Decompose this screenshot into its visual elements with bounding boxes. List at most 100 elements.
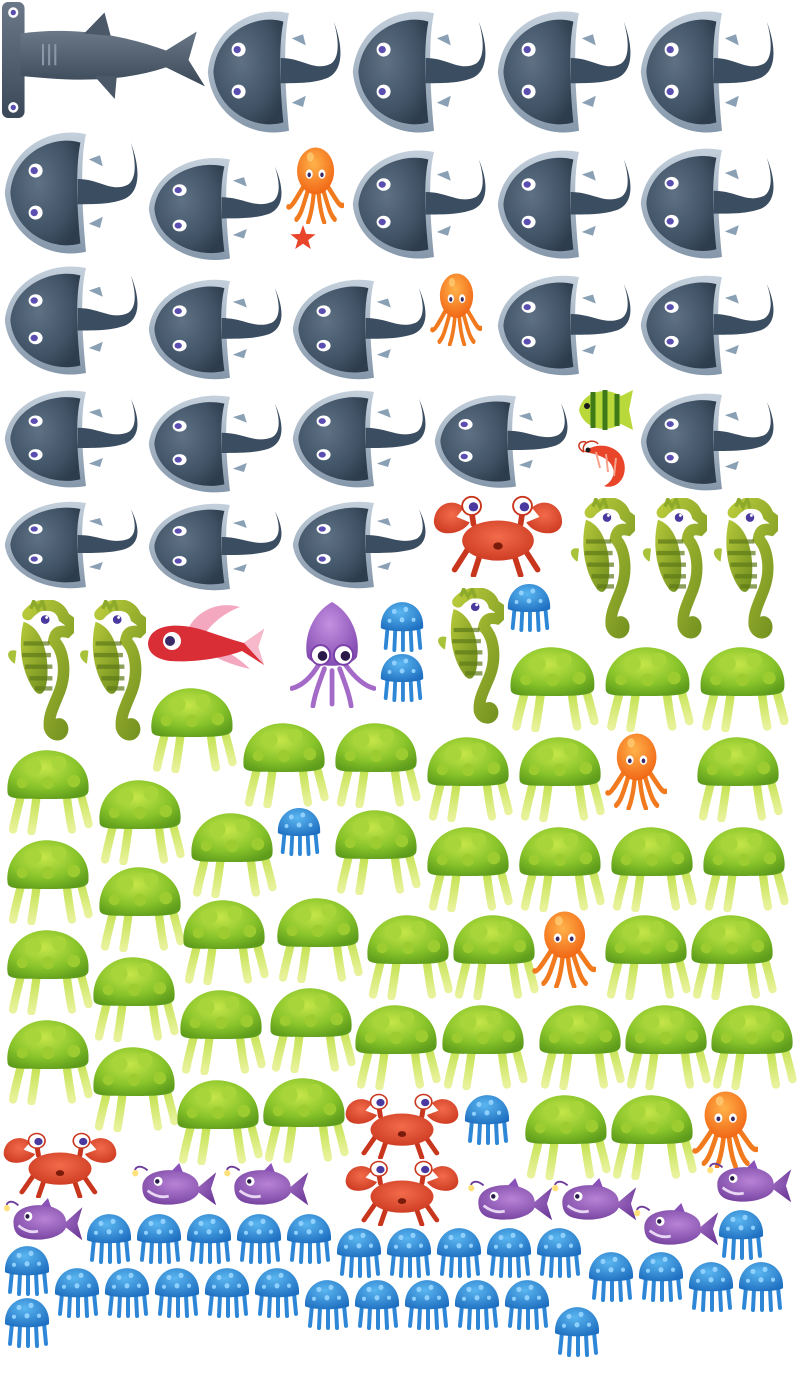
squid-icon [292, 602, 374, 706]
greenjelly-icon [453, 915, 534, 996]
bluejelly-icon [55, 1268, 99, 1316]
greenjelly-icon [691, 915, 772, 996]
ray-icon [434, 395, 568, 488]
ray-icon [292, 390, 426, 488]
seahorse-icon [714, 499, 778, 632]
greenjelly-icon [442, 1005, 523, 1086]
anglerfish-icon [222, 1163, 310, 1207]
bluejelly-icon [505, 1280, 549, 1328]
crab-icon [346, 1094, 459, 1157]
greenjelly-icon [427, 737, 508, 818]
flyfish-icon [148, 605, 264, 669]
greenjelly-icon [711, 1005, 792, 1086]
greenjelly-icon [7, 840, 88, 921]
bluejelly-icon [87, 1214, 131, 1262]
ray-icon [292, 501, 426, 589]
bluejelly-icon [5, 1298, 49, 1346]
greenjelly-icon [525, 1095, 606, 1176]
bluejelly-icon [719, 1210, 763, 1258]
seahorse-icon [571, 499, 635, 632]
octopus-icon [607, 734, 665, 809]
bluejelly-icon [465, 1095, 509, 1143]
bluejelly-icon [639, 1252, 683, 1300]
greenjelly-icon [183, 900, 264, 981]
ray-icon [640, 393, 774, 491]
bluejelly-icon [187, 1214, 231, 1262]
seahorse-icon [8, 601, 74, 734]
bluejelly-icon [455, 1280, 499, 1328]
greenjelly-icon [177, 1080, 258, 1161]
ray-icon [352, 11, 486, 133]
ray-icon [148, 503, 282, 591]
anglerfish-icon [130, 1163, 218, 1207]
ray-icon [497, 275, 631, 376]
greenjelly-icon [180, 990, 261, 1071]
octopus-icon [695, 1092, 757, 1167]
bluejelly-icon [5, 1246, 49, 1294]
greenjelly-icon [605, 915, 686, 996]
bluejelly-icon [155, 1268, 199, 1316]
seahorse-icon [80, 601, 146, 734]
ray-icon [207, 11, 341, 133]
ray-icon [497, 11, 631, 133]
greenjelly-icon [611, 827, 692, 908]
hammerhead-icon [2, 2, 207, 118]
greenjelly-icon [611, 1095, 692, 1176]
greenjelly-icon [427, 827, 508, 908]
bluejelly-icon [255, 1268, 299, 1316]
octopus-icon [288, 148, 343, 223]
octopus-icon [535, 912, 595, 987]
bluejelly-icon [405, 1280, 449, 1328]
greenjelly-icon [511, 647, 595, 728]
greenjelly-icon [519, 827, 600, 908]
ray-icon [148, 395, 282, 493]
greenjelly-icon [277, 898, 358, 979]
ray-icon [4, 390, 138, 488]
greenjelly-icon [335, 723, 416, 804]
ray-icon [497, 150, 631, 259]
bluejelly-icon [105, 1268, 149, 1316]
bluejelly-icon [137, 1214, 181, 1262]
greenjelly-icon [93, 957, 174, 1038]
greenjelly-icon [99, 867, 180, 948]
greenjelly-icon [270, 988, 351, 1069]
ray-icon [4, 501, 138, 589]
starfish-icon [290, 225, 316, 249]
greenjelly-icon [625, 1005, 706, 1086]
greenjelly-icon [703, 827, 784, 908]
bluejelly-icon [555, 1307, 599, 1355]
bluejelly-icon [275, 806, 323, 856]
greenjelly-icon [99, 780, 180, 861]
anglerfish-icon [466, 1178, 554, 1222]
ray-icon [148, 157, 282, 261]
greenjelly-icon [367, 915, 448, 996]
greenjelly-icon [263, 1078, 344, 1159]
ray-icon [640, 275, 774, 376]
greenjelly-icon [697, 737, 778, 818]
greenjelly-icon [355, 1005, 436, 1086]
bluejelly-icon [378, 652, 426, 702]
ray-icon [640, 148, 774, 259]
bluejelly-icon [237, 1214, 281, 1262]
bluejelly-icon [739, 1262, 783, 1310]
bluejelly-icon [205, 1268, 249, 1316]
greenjelly-icon [243, 723, 324, 804]
greenjelly-icon [151, 688, 232, 769]
crab-icon [434, 497, 562, 575]
seahorse-icon [643, 499, 707, 632]
anglerfish-icon [550, 1178, 638, 1222]
greenjelly-icon [7, 750, 88, 831]
bluejelly-icon [287, 1214, 331, 1262]
seahorse-icon [438, 589, 504, 718]
ray-icon [352, 150, 486, 259]
bluejelly-icon [487, 1228, 531, 1276]
anglerfish-icon [2, 1198, 84, 1242]
bluejelly-icon [355, 1280, 399, 1328]
octopus-icon [432, 273, 481, 344]
ray-icon [640, 11, 774, 133]
bluejelly-icon [589, 1252, 633, 1300]
anglerfish-icon [632, 1203, 720, 1247]
crab-icon [346, 1161, 459, 1224]
bluejelly-icon [689, 1262, 733, 1310]
